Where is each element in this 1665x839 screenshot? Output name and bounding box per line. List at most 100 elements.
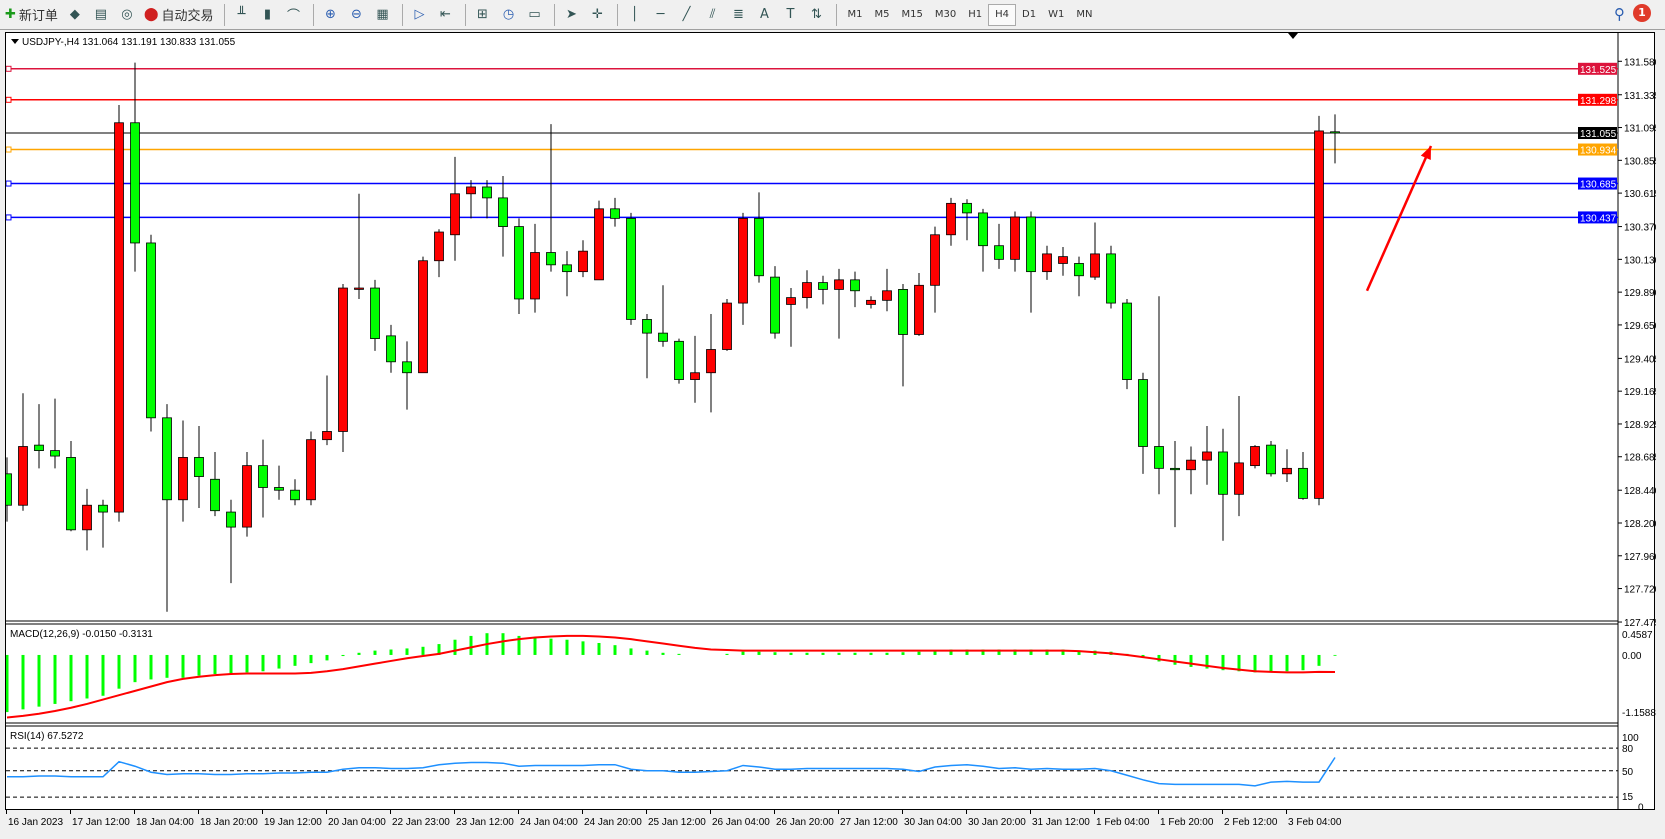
bull-candle (178, 457, 188, 501)
level-price-label: 130.437 (1580, 213, 1617, 224)
time-tick (774, 810, 775, 814)
zoom-out-button[interactable]: ⊖ (345, 3, 369, 27)
level-price-tag (1578, 177, 1617, 190)
price-tick-label: 129.650 (1624, 321, 1656, 332)
bear-candle (290, 489, 300, 501)
auto-scroll-button[interactable]: ▷ (408, 3, 432, 27)
time-label: 26 Jan 20:00 (776, 817, 834, 828)
price-chart[interactable]: USDJPY-,H4 131.064 131.191 130.833 131.0… (6, 33, 1656, 811)
price-tick-label: 130.130 (1624, 255, 1656, 266)
chart-window[interactable]: USDJPY-,H4 131.064 131.191 130.833 131.0… (5, 32, 1656, 811)
chart-shift-marker (1288, 33, 1298, 39)
templates-button[interactable]: ▭ (523, 3, 547, 27)
tile-windows-button[interactable]: ▦ (371, 3, 395, 27)
market-watch-button[interactable]: ◆ (63, 3, 87, 27)
notification-badge[interactable]: 1 (1633, 4, 1651, 22)
text-label-button[interactable]: T (779, 3, 803, 27)
timeframe-w1[interactable]: W1 (1048, 9, 1065, 20)
bear-candle (1266, 444, 1276, 475)
time-label: 2 Feb 12:00 (1224, 817, 1278, 828)
macd-axis-label: 0.4587 (1622, 630, 1653, 641)
bar-chart-button[interactable]: ╨ (230, 3, 254, 27)
tile-windows-icon: ▦ (376, 7, 389, 22)
bear-candle (1106, 253, 1116, 304)
fibonacci-button[interactable]: ≣ (727, 3, 751, 27)
bear-candle (1154, 446, 1164, 469)
cursor-button[interactable]: ➤ (560, 3, 584, 27)
bull-candle (578, 250, 588, 273)
time-label: 17 Jan 12:00 (72, 817, 130, 828)
bull-candle (338, 287, 348, 432)
level-handle (6, 180, 12, 187)
bull-candle (738, 217, 748, 304)
bull-candle (354, 287, 364, 290)
auto-trading-button[interactable]: ⬤ 自动交易 (141, 3, 217, 27)
zoom-in-button[interactable]: ⊕ (319, 3, 343, 27)
time-label: 24 Jan 04:00 (520, 817, 578, 828)
vertical-line-button[interactable]: │ (623, 3, 647, 27)
level-handle (6, 96, 12, 103)
chart-shift-button[interactable]: ⇤ (434, 3, 458, 27)
equidistant-channel-button[interactable]: ⫽ (701, 3, 725, 27)
timeframe-h1[interactable]: H1 (968, 9, 983, 20)
bull-candle (1090, 253, 1100, 278)
trendline-button[interactable]: ╱ (675, 3, 699, 27)
collapse-icon (11, 39, 19, 44)
bull-candle (946, 202, 956, 236)
arrows-button[interactable]: ⇅ (805, 3, 829, 27)
line-chart-button[interactable]: ⌒ (282, 3, 306, 27)
vertical-line-icon: │ (630, 7, 639, 22)
bull-candle (722, 302, 732, 350)
timeframe-d1[interactable]: D1 (1022, 9, 1037, 20)
current-price-label: 131.055 (1580, 129, 1617, 140)
crosshair-button[interactable]: ✛ (586, 3, 610, 27)
bull-candle (418, 260, 428, 374)
navigator-button[interactable]: ▤ (89, 3, 113, 27)
candlestick-button[interactable]: ▮ (256, 3, 280, 27)
templates-icon: ▭ (528, 7, 541, 22)
text-label-icon: T (786, 7, 795, 22)
bull-candle (18, 446, 28, 506)
timeframe-m1[interactable]: M1 (847, 9, 863, 20)
bull-candle (1234, 462, 1244, 495)
chart-shift-icon: ⇤ (440, 7, 451, 22)
bull-candle (866, 299, 876, 305)
time-label: 24 Jan 20:00 (584, 817, 642, 828)
timeframe-m30[interactable]: M30 (934, 9, 957, 20)
timeframe-mn[interactable]: MN (1076, 9, 1093, 20)
price-tick-label: 131.580 (1624, 57, 1656, 68)
indicators-button[interactable]: ⊞ (471, 3, 495, 27)
level-handle (6, 214, 12, 221)
bear-candle (482, 186, 492, 199)
bear-candle (674, 340, 684, 380)
time-tick (966, 810, 967, 814)
bear-candle (1218, 451, 1228, 495)
price-tick-label: 129.165 (1624, 387, 1656, 398)
bull-candle (706, 349, 716, 374)
level-price-tag (1578, 143, 1617, 156)
bull-candle (1202, 451, 1212, 461)
zoom-in-icon: ⊕ (325, 7, 336, 22)
bear-candle (658, 332, 668, 342)
price-tick-label: 127.475 (1624, 618, 1656, 629)
periods-button[interactable]: ◷ (497, 3, 521, 27)
bull-candle (802, 282, 812, 299)
timeframe-h4[interactable]: H4 (988, 3, 1016, 26)
bar-chart-icon: ╨ (237, 7, 246, 22)
level-price-label: 131.525 (1580, 65, 1617, 76)
horizontal-line-button[interactable]: ─ (649, 3, 673, 27)
timeframe-m5[interactable]: M5 (874, 9, 890, 20)
bull-candle (1010, 216, 1020, 260)
text-button[interactable]: A (753, 3, 777, 27)
rsi-axis-label: 80 (1622, 744, 1634, 755)
signals-button[interactable]: ◎ (115, 3, 139, 27)
search-icon[interactable]: ⚲ (1614, 5, 1625, 23)
new-order-button[interactable]: ✚ 新订单 (2, 3, 61, 27)
time-tick (1286, 810, 1287, 814)
bear-candle (210, 478, 220, 512)
timeframe-m15[interactable]: M15 (901, 9, 923, 20)
signals-icon: ◎ (121, 7, 133, 22)
periods-icon: ◷ (502, 7, 515, 22)
time-tick (838, 810, 839, 814)
indicators-icon: ⊞ (477, 7, 488, 22)
